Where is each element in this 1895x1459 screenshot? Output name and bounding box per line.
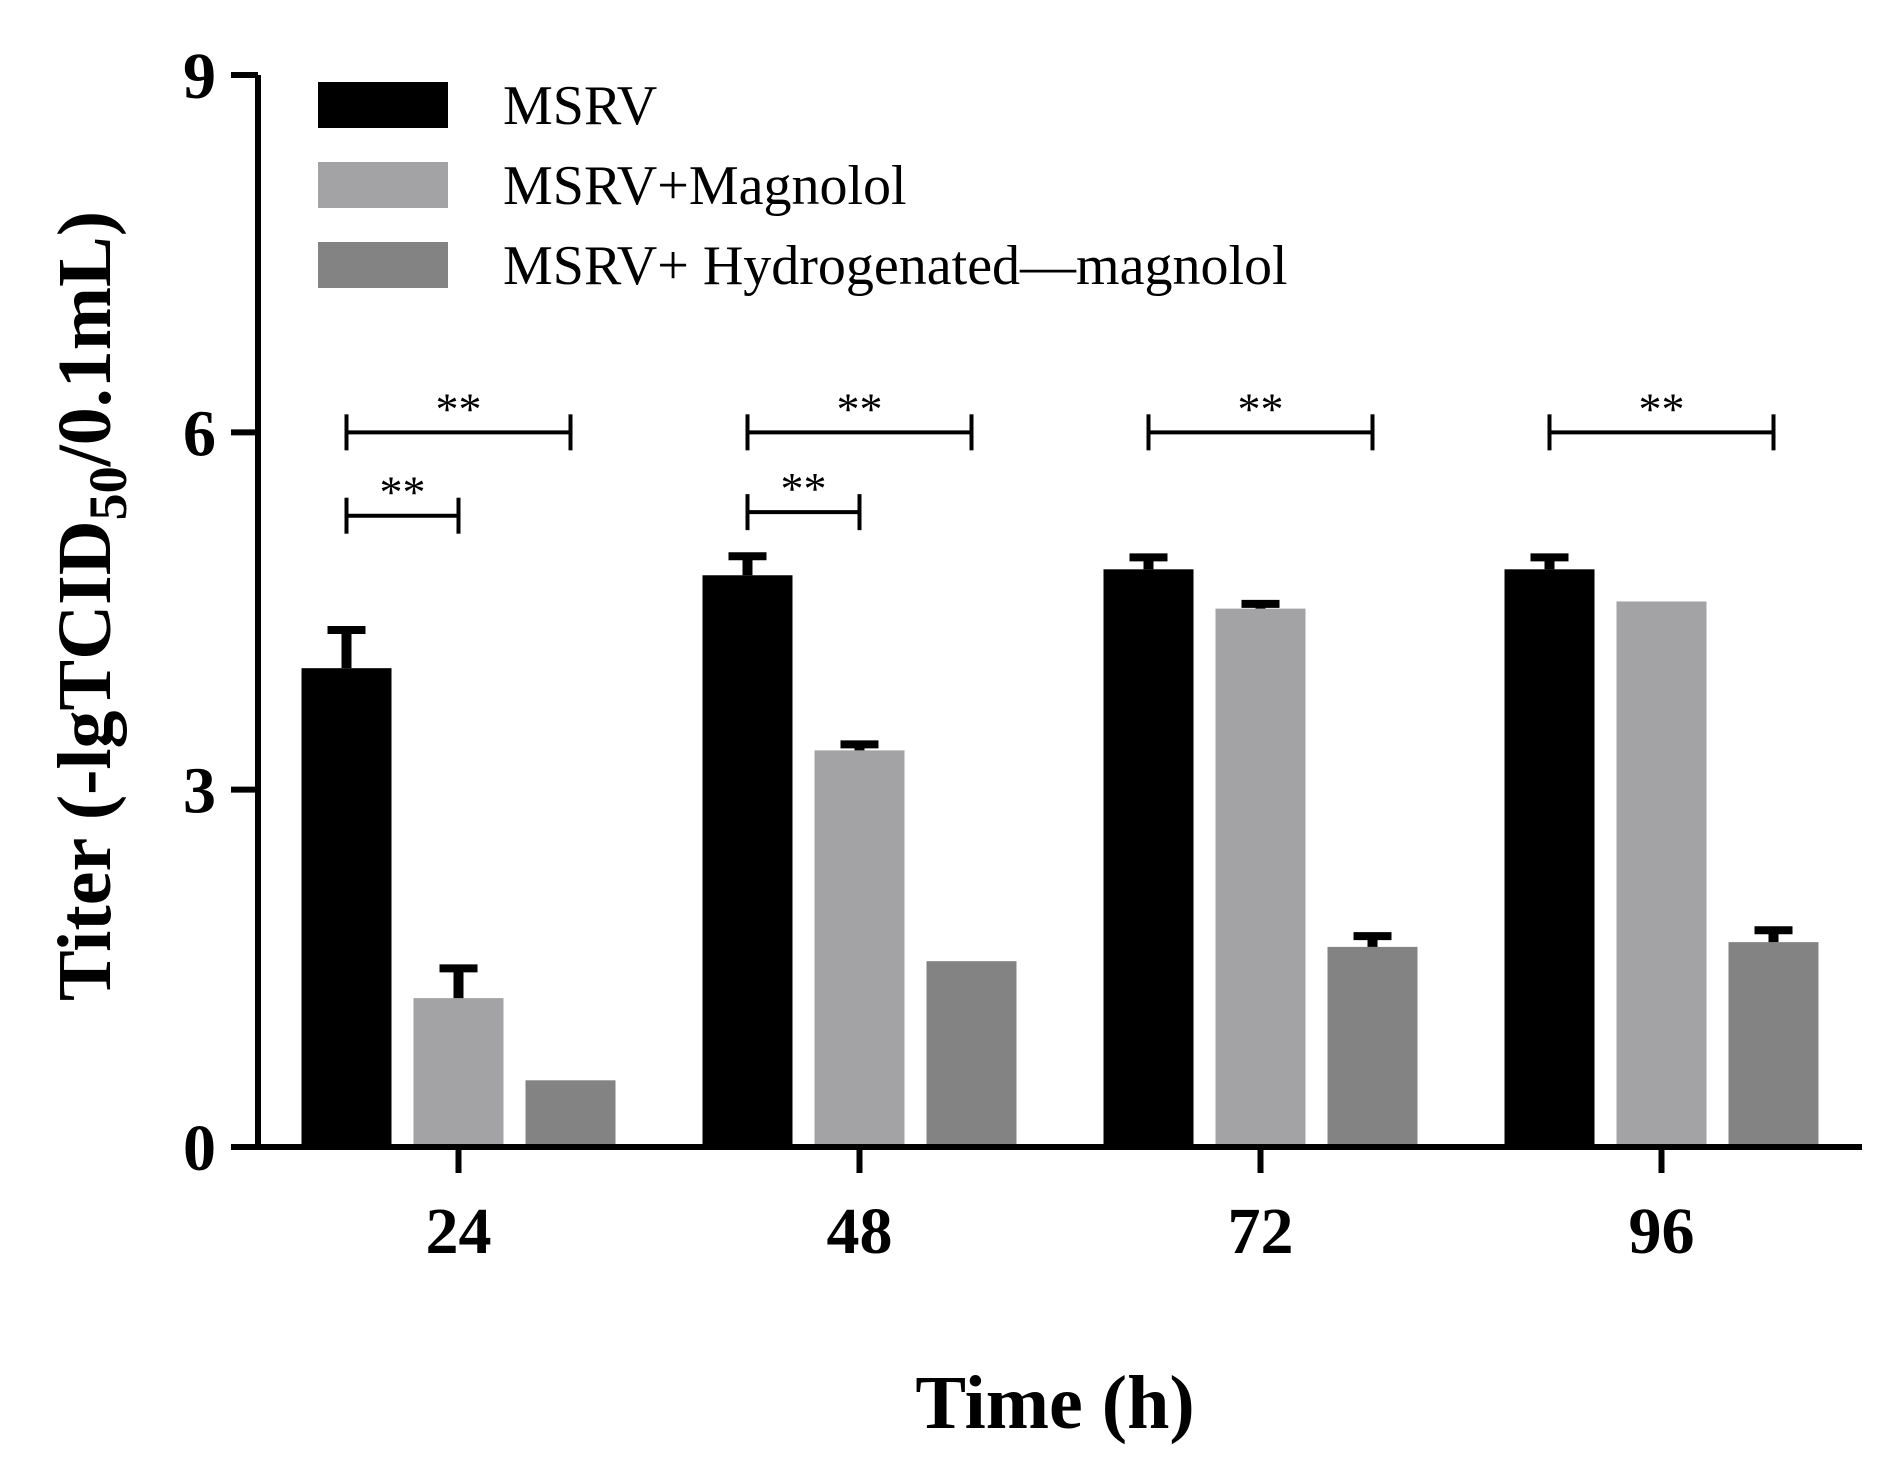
x-axis-title: Time (h) [915, 1361, 1194, 1445]
y-tick-label: 9 [183, 40, 216, 113]
x-tick-label: 48 [827, 1195, 893, 1268]
bar [1616, 601, 1707, 1147]
legend-swatch [318, 82, 448, 128]
legend-swatch [318, 242, 448, 288]
y-axis-title-end: /0.1mL) [43, 211, 127, 467]
significance-label: ** [837, 383, 883, 434]
x-tick-label: 72 [1228, 1195, 1294, 1268]
legend-label: MSRV+ Hydrogenated—magnolol [503, 235, 1288, 297]
bar [814, 750, 905, 1147]
bar [1327, 946, 1418, 1147]
legend-label: MSRV+Magnolol [503, 155, 907, 217]
significance-label: ** [1238, 383, 1284, 434]
error-bars-layer [327, 552, 1793, 999]
y-tick-label: 3 [183, 755, 216, 828]
bar [1215, 608, 1306, 1147]
bar [1103, 569, 1194, 1147]
axes-layer: 0 3 6 9 24 48 72 96 [183, 40, 1862, 1268]
x-tick-label: 24 [426, 1195, 492, 1268]
y-axis-title: Titer (-lgTCID50/0.1mL) [43, 211, 138, 1001]
bars-layer [301, 569, 1819, 1147]
bar [926, 961, 1017, 1147]
bar [525, 1080, 616, 1147]
significance-label: ** [436, 383, 482, 434]
significance-label: ** [1639, 383, 1685, 434]
bar [702, 575, 793, 1147]
y-axis-title-main: Titer (-lgTCID [43, 520, 127, 1001]
y-tick-label: 0 [183, 1112, 216, 1185]
legend-swatch [318, 162, 448, 208]
x-tick-label: 96 [1629, 1195, 1695, 1268]
legend-label: MSRV [503, 75, 657, 137]
significance-label: ** [781, 463, 827, 514]
significance-layer: ********** ** [344, 383, 1776, 534]
bar [1728, 942, 1819, 1147]
y-axis-title-subscript: 50 [78, 466, 138, 520]
legend: MSRV MSRV+Magnolol MSRV+ Hydrogenated—magn… [318, 75, 1288, 297]
y-tick-label: 6 [183, 397, 216, 470]
significance-label: ** [380, 467, 426, 518]
bar [301, 668, 392, 1147]
bar [413, 998, 504, 1147]
bar [1504, 569, 1595, 1147]
